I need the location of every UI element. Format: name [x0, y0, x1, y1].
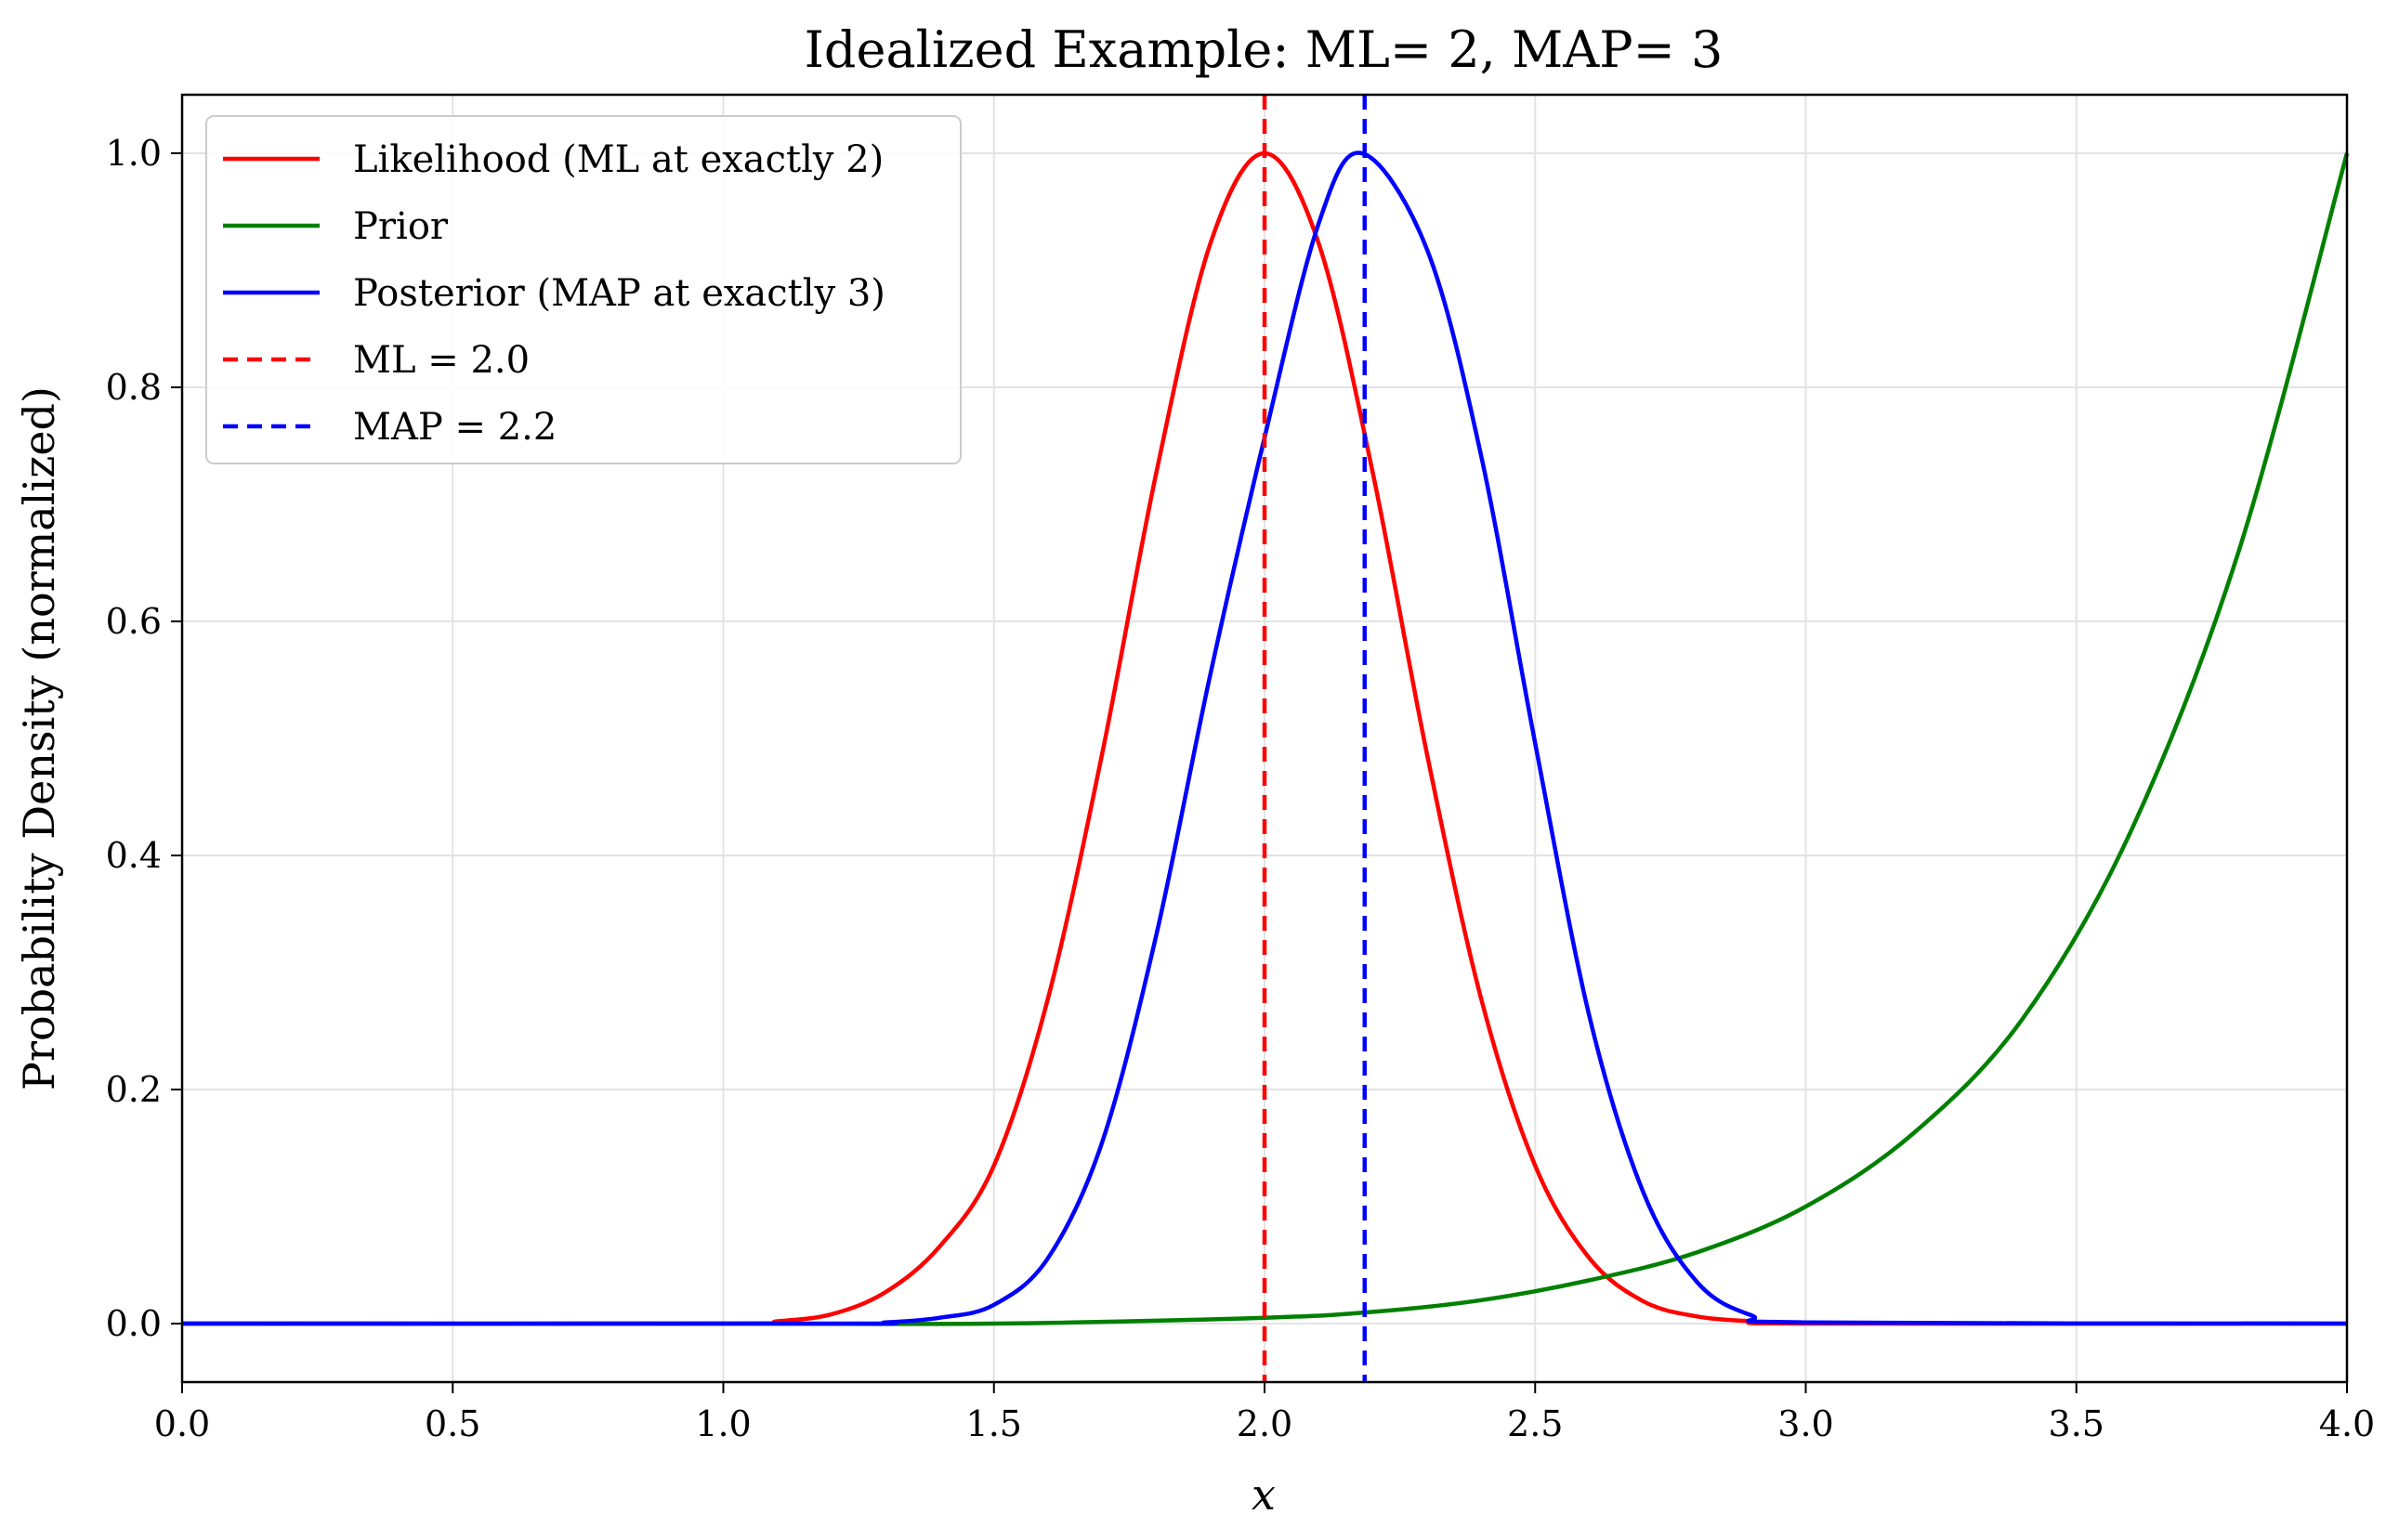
x-tick-label: 4.0 — [2319, 1403, 2375, 1444]
y-tick-label: 0.8 — [106, 367, 162, 408]
plot-area — [181, 95, 2350, 1382]
legend-label-ml-2-0: ML = 2.0 — [353, 339, 530, 382]
y-tick-label: 0.2 — [106, 1069, 162, 1110]
x-axis-label: x — [1252, 1469, 1276, 1520]
x-tick-label: 2.5 — [1507, 1403, 1563, 1444]
x-axis: 0.0 0.5 1.0 1.5 2.0 2.5 3.0 3.5 4.0 — [154, 1382, 2375, 1444]
legend-label-prior: Prior — [353, 205, 449, 248]
x-tick-label: 0.0 — [154, 1403, 210, 1444]
x-tick-label: 3.5 — [2049, 1403, 2104, 1444]
legend-label-map-2-2: MAP = 2.2 — [353, 406, 557, 449]
x-tick-label: 1.5 — [966, 1403, 1022, 1444]
x-tick-label: 2.0 — [1237, 1403, 1292, 1444]
y-tick-label: 0.6 — [106, 601, 162, 642]
x-tick-label: 3.0 — [1777, 1403, 1833, 1444]
x-tick-label: 0.5 — [425, 1403, 480, 1444]
legend: Likelihood (ML at exactly 2) Prior Posteri… — [205, 115, 962, 464]
y-tick-label: 0.0 — [106, 1303, 162, 1344]
legend-label-likelihood-ml-at-exactly-2: Likelihood (ML at exactly 2) — [353, 138, 884, 181]
legend-box — [205, 115, 962, 464]
y-tick-label: 1.0 — [106, 133, 162, 174]
x-tick-label: 1.0 — [695, 1403, 751, 1444]
chart-title: Idealized Example: ML= 2, MAP= 3 — [805, 20, 1724, 79]
legend-label-posterior-map-at-exactly-3: Posterior (MAP at exactly 3) — [353, 272, 885, 315]
series-line-posterior-map-at-exactly-3 — [181, 150, 2348, 1326]
y-axis-label: Probability Density (normalized) — [14, 386, 64, 1090]
y-axis: 0.0 0.2 0.4 0.6 0.8 1.0 — [106, 133, 182, 1344]
y-tick-label: 0.4 — [106, 835, 162, 876]
